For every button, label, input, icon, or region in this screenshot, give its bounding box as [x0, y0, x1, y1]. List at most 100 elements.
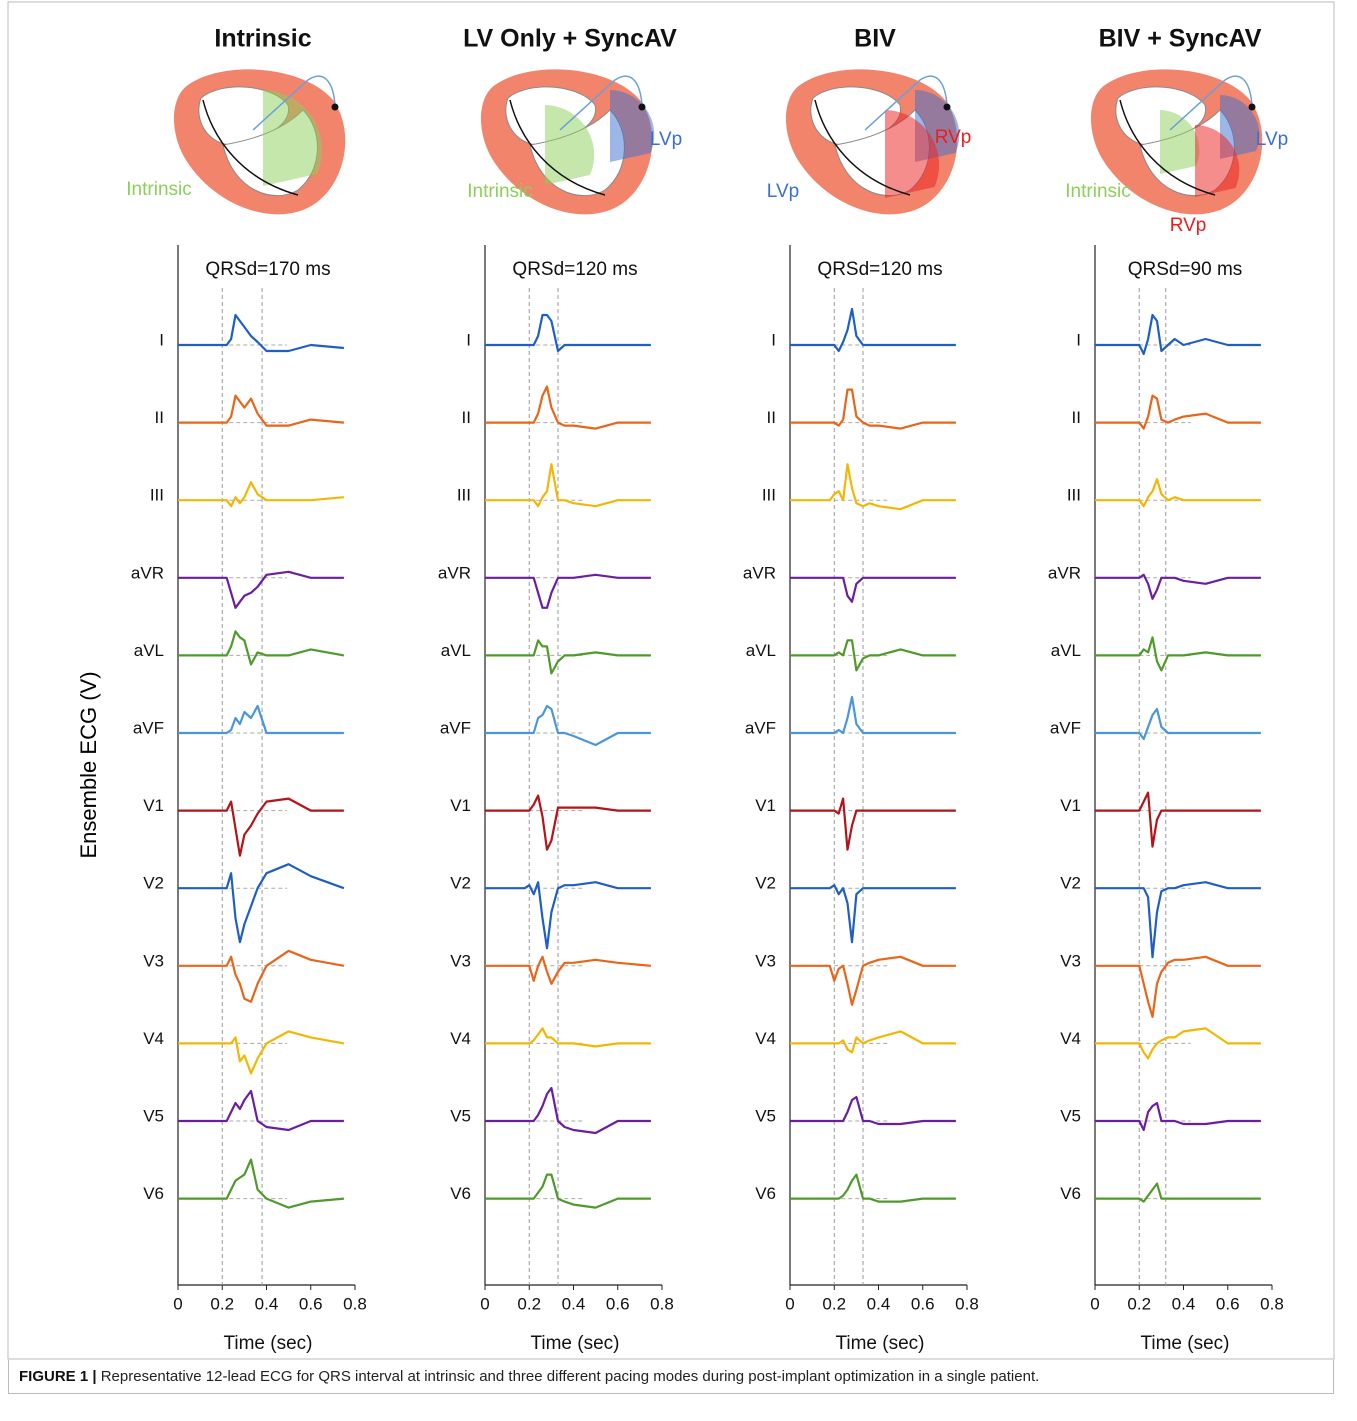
- x-tick-label: 0.2: [210, 1294, 234, 1313]
- ecg-trace: [1095, 394, 1261, 430]
- lead-label: aVF: [1050, 718, 1081, 737]
- lead-label: V4: [1060, 1029, 1081, 1048]
- lead-tip: [638, 103, 646, 111]
- lead-label: V5: [755, 1106, 776, 1125]
- x-tick-label: 0: [785, 1294, 794, 1313]
- ecg-trace: [178, 1158, 344, 1209]
- ecg-trace: [790, 797, 956, 851]
- lead-label: V6: [450, 1184, 471, 1203]
- ecg-trace: [178, 313, 344, 353]
- lead-wire: [559, 75, 643, 131]
- x-tick-label: 0: [480, 1294, 489, 1313]
- x-tick-label: 0.8: [650, 1294, 674, 1313]
- annotation: QRSd=90 ms: [1128, 259, 1243, 280]
- lead-label: II: [155, 408, 164, 427]
- lead-label: V4: [450, 1029, 471, 1048]
- lead-wire: [509, 99, 606, 196]
- lead-label: aVR: [1048, 563, 1081, 582]
- x-tick-label: 0.8: [955, 1294, 979, 1313]
- x-axis-label: Time (sec): [1140, 1333, 1229, 1354]
- caption: FIGURE 1 | Representative 12-lead ECG fo…: [8, 1360, 1334, 1394]
- ecg-trace: [1095, 955, 1261, 1018]
- ecg-trace: [1095, 313, 1261, 356]
- ecg-trace: [178, 481, 344, 508]
- lead-label: aVR: [438, 563, 471, 582]
- lead-label: V6: [1060, 1184, 1081, 1203]
- diagram-label: LVp: [1256, 129, 1288, 150]
- x-axis-label: Time (sec): [835, 1333, 924, 1354]
- lead-label: I: [159, 330, 164, 349]
- diagram-label: Intrinsic: [1065, 181, 1130, 202]
- ecg-trace: [485, 704, 651, 747]
- lead-tip: [331, 103, 339, 111]
- lead-wire: [252, 75, 336, 131]
- lead-label: III: [150, 486, 164, 505]
- lead-wire: [1119, 99, 1216, 196]
- ecg-trace: [1095, 636, 1261, 672]
- ecg-trace: [790, 695, 956, 735]
- panel-title: BIV + SyncAV: [1099, 25, 1262, 53]
- lead-tip: [943, 103, 951, 111]
- ecg-trace: [1095, 881, 1261, 959]
- ecg-trace: [178, 570, 344, 609]
- lead-label: aVR: [131, 563, 164, 582]
- lead-label: III: [457, 486, 471, 505]
- heart-diagram: Intrinsic LVp RVp: [1065, 69, 1288, 236]
- activation-zone: [610, 90, 655, 162]
- x-axis-label: Time (sec): [223, 1333, 312, 1354]
- ecg-trace: [178, 394, 344, 427]
- ecg-trace: [790, 576, 956, 603]
- lead-wire: [814, 99, 911, 196]
- lead-label: V1: [450, 796, 471, 815]
- lead-label: aVF: [745, 718, 776, 737]
- activation-zone: [1195, 125, 1240, 197]
- lead-label: III: [762, 486, 776, 505]
- ecg-trace: [790, 955, 956, 1006]
- lead-label: V5: [450, 1106, 471, 1125]
- ecg-trace: [485, 313, 651, 353]
- lead-label: V4: [755, 1029, 776, 1048]
- lead-label: V3: [1060, 951, 1081, 970]
- diagram-label: RVp: [935, 127, 972, 148]
- lead-label: I: [1076, 330, 1081, 349]
- lead-label: V2: [143, 874, 164, 893]
- ecg-trace: [790, 884, 956, 944]
- lead-label: aVL: [746, 641, 776, 660]
- lead-label: V6: [143, 1184, 164, 1203]
- lead-label: V5: [143, 1106, 164, 1125]
- panel-title: LV Only + SyncAV: [463, 25, 677, 53]
- ecg-trace: [485, 881, 651, 950]
- lead-label: V2: [1060, 874, 1081, 893]
- panel-title: Intrinsic: [214, 25, 311, 53]
- lead-label: II: [1072, 408, 1081, 427]
- lead-wire: [202, 99, 299, 196]
- lead-label: aVL: [441, 641, 471, 660]
- lead-label: V2: [755, 874, 776, 893]
- x-axis-label: Time (sec): [530, 1333, 619, 1354]
- annotation: QRSd=120 ms: [817, 259, 942, 280]
- x-tick-label: 0: [173, 1294, 182, 1313]
- x-tick-label: 0.8: [343, 1294, 367, 1313]
- lead-label: aVL: [1051, 641, 1081, 660]
- lead-label: V1: [1060, 796, 1081, 815]
- lead-label: I: [771, 330, 776, 349]
- caption-text: Representative 12-lead ECG for QRS inter…: [100, 1368, 1040, 1385]
- ecg-trace: [178, 797, 344, 857]
- lead-label: V6: [755, 1184, 776, 1203]
- diagram-label: LVp: [767, 181, 799, 202]
- lead-label: I: [466, 330, 471, 349]
- frame: [7, 1, 1335, 1360]
- lead-label: V3: [143, 951, 164, 970]
- lead-label: aVR: [743, 563, 776, 582]
- x-tick-label: 0.4: [867, 1294, 891, 1313]
- annotation: QRSd=170 ms: [205, 259, 330, 280]
- caption-label: FIGURE 1 |: [19, 1368, 97, 1385]
- ecg-trace: [790, 307, 956, 353]
- lead-label: V3: [450, 951, 471, 970]
- lead-label: III: [1067, 486, 1081, 505]
- lead-label: V2: [450, 874, 471, 893]
- lead-label: V1: [143, 796, 164, 815]
- ecg-trace: [485, 1086, 651, 1135]
- ecg-trace: [485, 1027, 651, 1048]
